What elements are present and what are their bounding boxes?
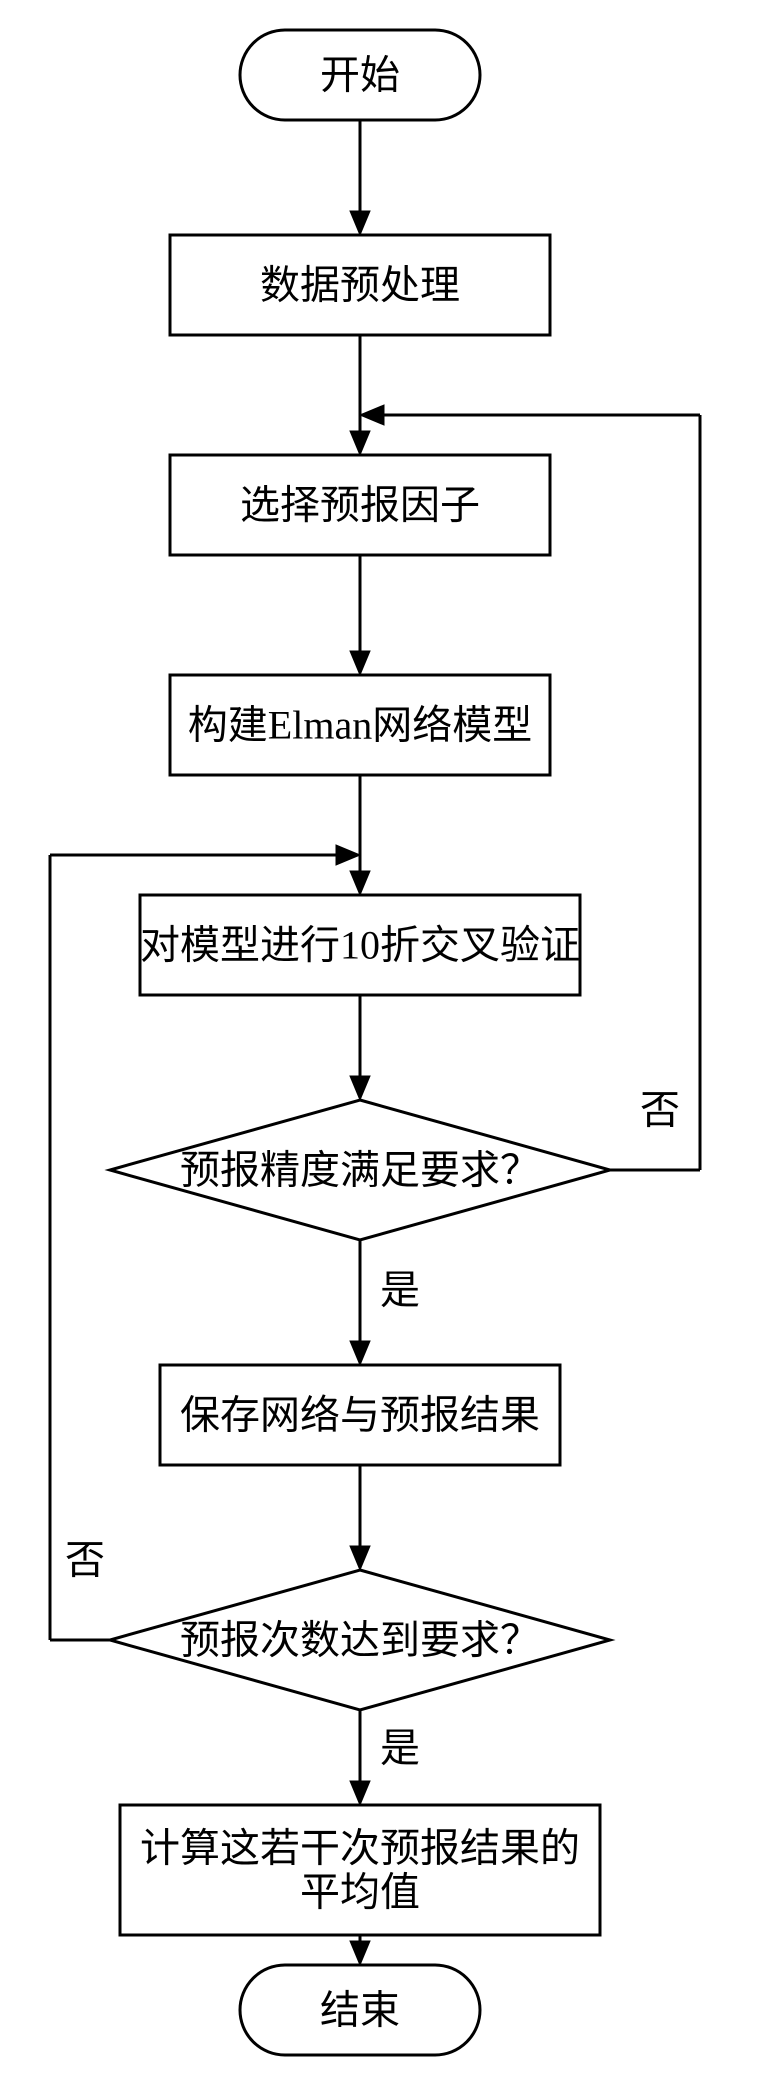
arrowhead: [350, 1941, 370, 1965]
arrowhead: [350, 1341, 370, 1365]
edge-label: 是: [380, 1268, 420, 1313]
edge-label: 是: [380, 1726, 420, 1771]
arrowhead: [350, 1546, 370, 1570]
arrowhead: [350, 431, 370, 455]
arrowhead: [350, 211, 370, 235]
n6-label-1: 计算这若干次预报结果的: [140, 1826, 580, 1871]
n5-label: 保存网络与预报结果: [180, 1393, 540, 1438]
d1-label: 预报精度满足要求？: [180, 1148, 540, 1193]
n4-label: 对模型进行10折交叉验证: [140, 923, 580, 968]
n1-label: 数据预处理: [260, 263, 460, 308]
d2-label: 预报次数达到要求？: [180, 1618, 540, 1663]
n6-label-2: 平均值: [300, 1870, 420, 1915]
end-label: 结束: [320, 1988, 400, 2033]
arrowhead: [350, 871, 370, 895]
arrowhead: [350, 651, 370, 675]
edge-label-no: 否: [640, 1088, 680, 1133]
start-label: 开始: [320, 53, 400, 98]
arrowhead: [350, 1076, 370, 1100]
arrowhead: [350, 1781, 370, 1805]
edge-label-no: 否: [65, 1538, 105, 1583]
n2-label: 选择预报因子: [240, 483, 480, 528]
n3-label: 构建Elman网络模型: [188, 703, 532, 748]
arrowhead: [360, 405, 384, 425]
arrowhead: [336, 845, 360, 865]
flowchart: 开始数据预处理选择预报因子构建Elman网络模型对模型进行10折交叉验证预报精度…: [0, 0, 774, 2078]
